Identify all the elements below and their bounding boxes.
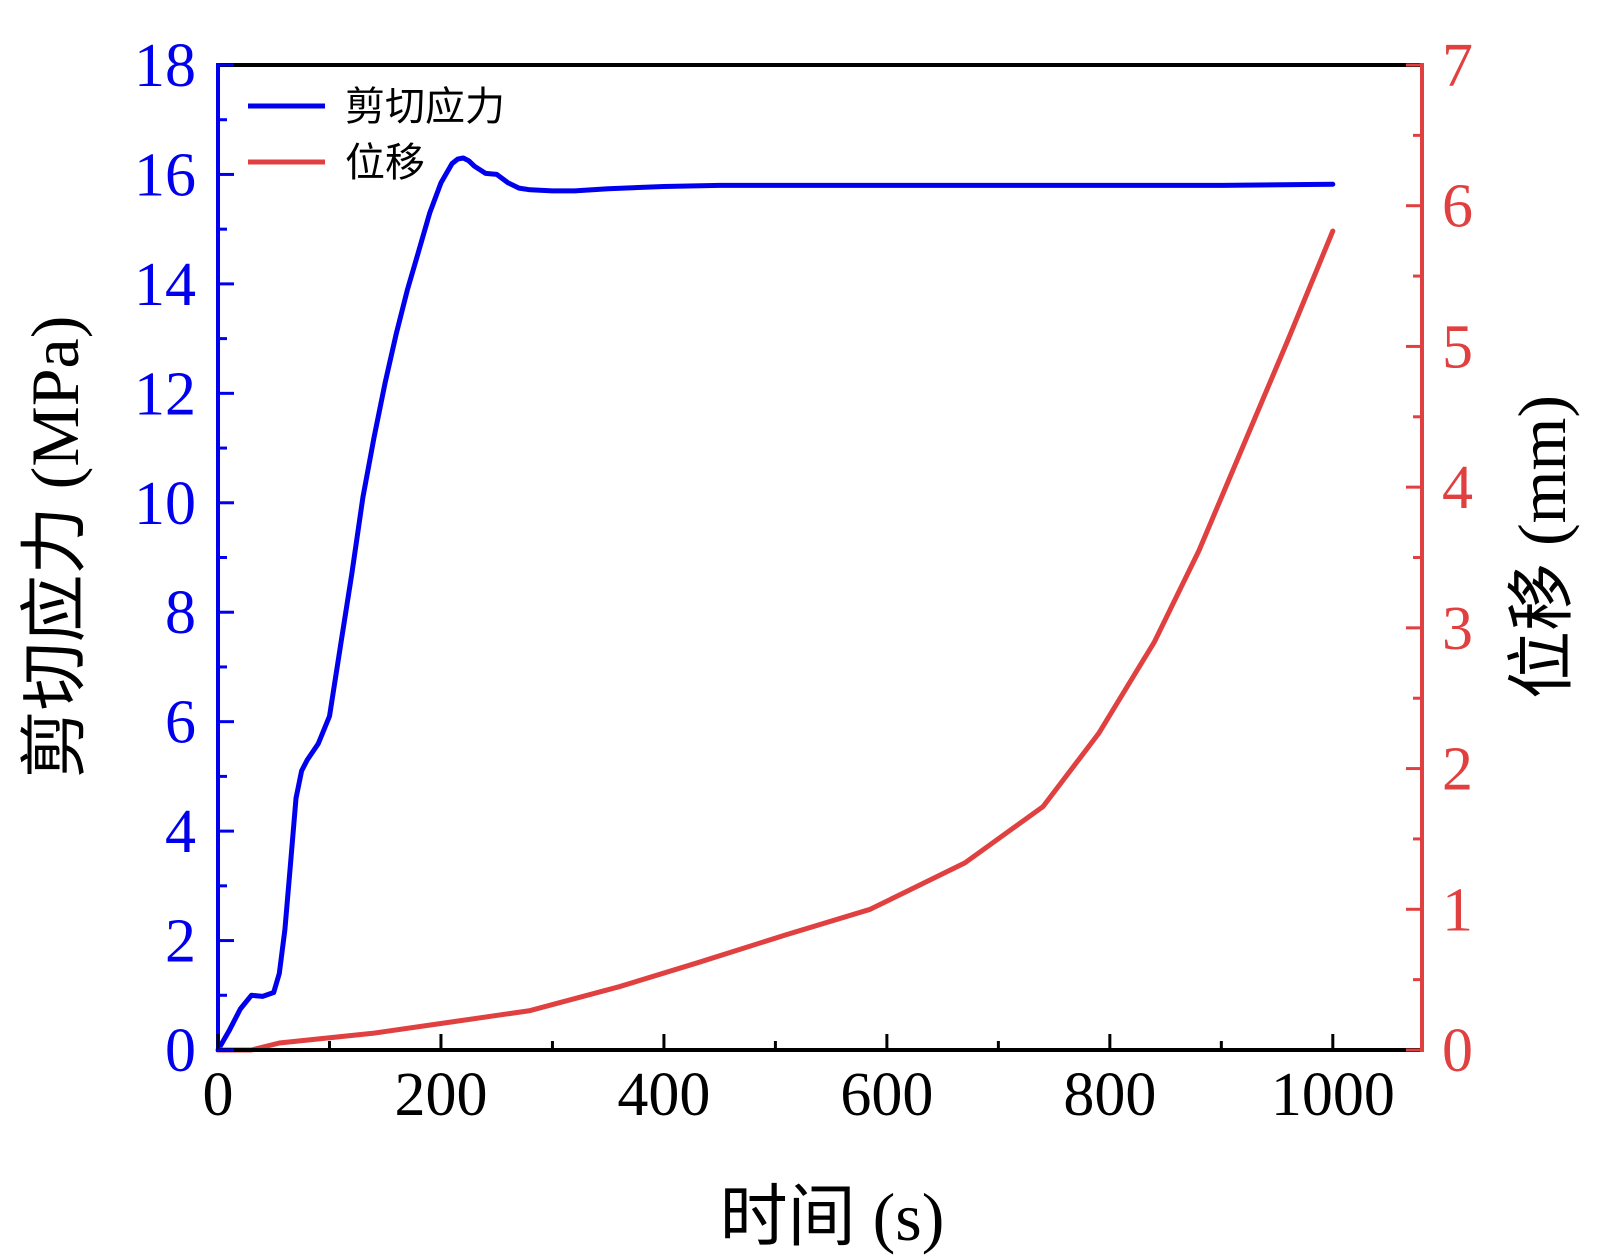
legend-label-displacement: 位移 bbox=[345, 140, 425, 186]
plot-layer bbox=[215, 155, 1336, 1053]
y-left-tick-label: 10 bbox=[134, 470, 196, 538]
x-tick-label: 400 bbox=[617, 1061, 710, 1129]
y-right-tick-label: 4 bbox=[1442, 454, 1473, 522]
y-right-tick-label: 0 bbox=[1442, 1017, 1473, 1085]
y-right-tick-label: 6 bbox=[1442, 173, 1473, 241]
series-line-shear-stress bbox=[215, 155, 1336, 1053]
series-line-displacement bbox=[215, 228, 1336, 1053]
y-right-axis-title: 位移 (mm) bbox=[1504, 395, 1580, 699]
y-right-tick-label: 7 bbox=[1442, 32, 1473, 100]
y-left-tick-label: 0 bbox=[165, 1017, 196, 1085]
y-left-tick-label: 6 bbox=[165, 689, 196, 757]
y-left-tick-label: 14 bbox=[134, 251, 196, 319]
y-left-tick-label: 8 bbox=[165, 579, 196, 647]
x-tick-label: 0 bbox=[203, 1061, 234, 1129]
y-right-tick-label: 2 bbox=[1442, 736, 1473, 804]
y-left-tick-label: 16 bbox=[134, 141, 196, 209]
legend-label-shear-stress: 剪切应力 bbox=[345, 84, 505, 130]
x-tick-label: 600 bbox=[840, 1061, 933, 1129]
y-right-tick-label: 3 bbox=[1442, 595, 1473, 663]
x-axis-title: 时间 (s) bbox=[720, 1179, 945, 1255]
plot-frame bbox=[216, 63, 1424, 1052]
y-left-tick-label: 2 bbox=[165, 908, 196, 976]
x-tick-label: 200 bbox=[394, 1061, 487, 1129]
y-right-tick-label: 5 bbox=[1442, 313, 1473, 381]
y-left-tick-label: 12 bbox=[134, 360, 196, 428]
y-left-tick-label: 4 bbox=[165, 798, 196, 866]
x-tick-label: 800 bbox=[1063, 1061, 1156, 1129]
y-left-tick-label: 18 bbox=[134, 32, 196, 100]
y-right-tick-label: 1 bbox=[1442, 876, 1473, 944]
x-tick-label: 1000 bbox=[1271, 1061, 1395, 1129]
legend: 剪切应力 位移 bbox=[248, 84, 505, 186]
y-left-axis-title: 剪切应力 (MPa) bbox=[17, 316, 93, 779]
